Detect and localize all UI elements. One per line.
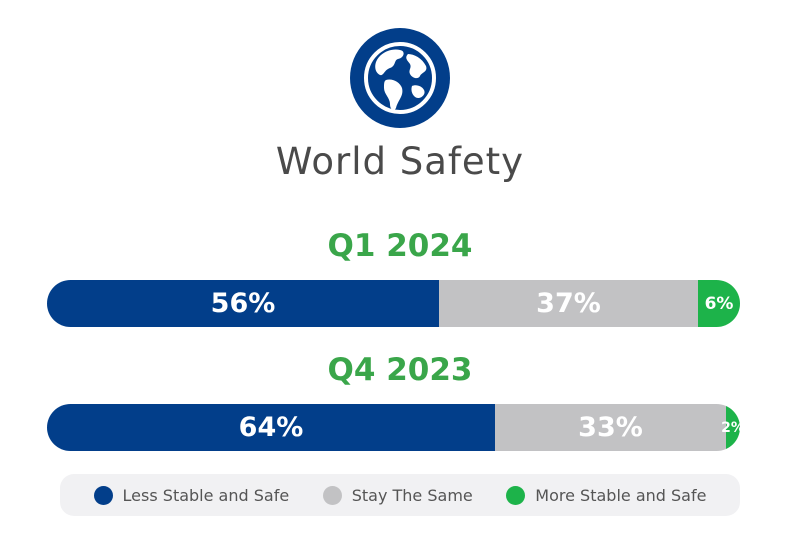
globe-icon	[350, 28, 450, 128]
legend-label-stay-same: Stay The Same	[351, 485, 473, 505]
legend-label-more-stable: More Stable and Safe	[535, 485, 707, 505]
bar-segment-1-2: 2%	[721, 404, 740, 451]
chart-legend: Less Stable and Safe Stay The Same More …	[60, 474, 740, 516]
data-label-1-2: 2%	[721, 419, 740, 436]
bar-segment-1-1: 33%	[494, 404, 726, 451]
category-label-1: Q4 2023	[327, 352, 473, 388]
legend-swatch-stay-same	[322, 485, 342, 505]
bar-segment-0-0: 56%	[47, 280, 439, 327]
data-label-0-2: 6%	[704, 293, 734, 314]
legend-item-stay-same: Stay The Same	[322, 485, 473, 505]
bar-segment-1-0: 64%	[47, 404, 495, 451]
legend-label-less-stable: Less Stable and Safe	[122, 485, 290, 505]
stacked-bar-1: 64% 33% 2%	[47, 404, 740, 451]
bar-segment-0-1: 37%	[439, 280, 698, 327]
category-label-0: Q1 2024	[327, 228, 473, 264]
legend-swatch-more-stable	[506, 485, 526, 505]
legend-swatch-less-stable	[93, 485, 113, 505]
bar-segment-0-2: 6%	[698, 280, 740, 327]
data-label-0-0: 56%	[210, 288, 276, 319]
data-label-1-1: 33%	[578, 412, 643, 443]
legend-item-more-stable: More Stable and Safe	[506, 485, 707, 505]
chart-title: World Safety	[275, 140, 525, 183]
stacked-bar-0: 56% 37% 6%	[47, 280, 740, 327]
data-label-1-0: 64%	[238, 412, 304, 443]
data-label-0-1: 37%	[536, 288, 601, 319]
legend-item-less-stable: Less Stable and Safe	[93, 485, 290, 505]
